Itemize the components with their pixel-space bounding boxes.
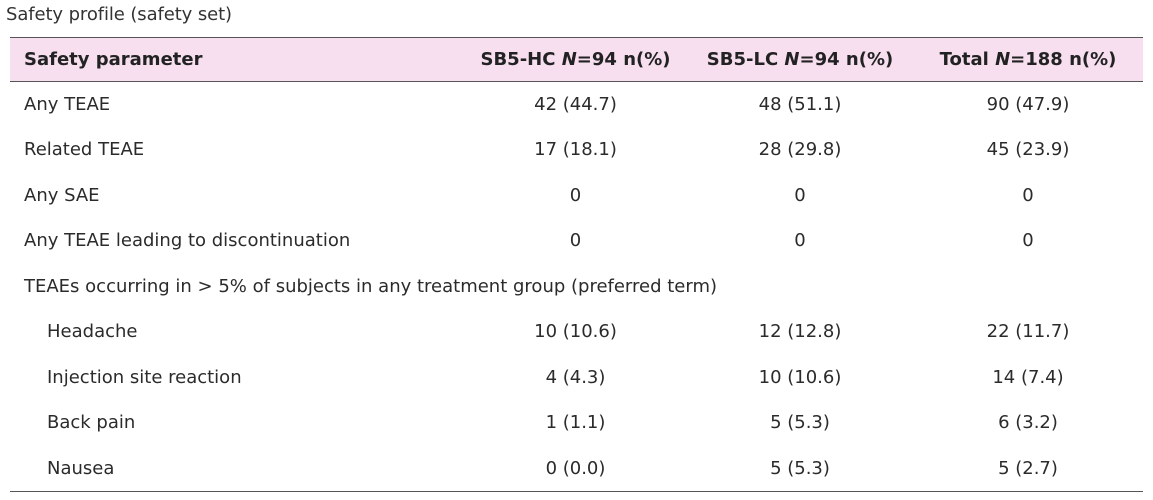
- header-sb5-lc-suffix: =94 n(%): [799, 49, 894, 70]
- cell-sb5-lc: 10 (10.6): [758, 366, 842, 388]
- header-row: Safety parameter SB5-HC N=94 n(%) SB5-LC…: [10, 37, 1143, 82]
- table-row: Any TEAE 42 (44.7) 48 (51.1) 90 (47.9): [10, 82, 1143, 128]
- cell-total: 0: [1022, 184, 1034, 206]
- header-sb5-lc-n: N: [784, 49, 800, 70]
- section-row: TEAEs occurring in > 5% of subjects in a…: [10, 264, 1143, 310]
- cell-sb5-lc: 0: [794, 184, 806, 206]
- header-sb5-hc-suffix: =94 n(%): [576, 49, 671, 70]
- table-row: Any TEAE leading to discontinuation 0 0 …: [10, 218, 1143, 264]
- cell-sb5-hc: 0: [569, 184, 582, 206]
- cell-sb5-lc: 0: [794, 230, 806, 252]
- header-total-n: N: [995, 49, 1011, 70]
- row-label: Related TEAE: [24, 139, 145, 161]
- header-sb5-hc: SB5-HC N=94 n(%): [464, 37, 687, 82]
- cell-sb5-lc: 5 (5.3): [687, 445, 913, 492]
- table-caption: Safety profile (safety set): [6, 4, 232, 25]
- header-safety-parameter: Safety parameter: [10, 37, 464, 82]
- row-label: Any TEAE: [24, 94, 111, 115]
- header-sb5-lc: SB5-LC N=94 n(%): [687, 37, 913, 82]
- header-sb5-hc-prefix: SB5-HC: [480, 49, 562, 70]
- cell-sb5-lc: 48 (51.1): [758, 94, 842, 115]
- cell-sb5-hc: 4 (4.3): [545, 366, 606, 388]
- table-header: Safety parameter SB5-HC N=94 n(%) SB5-LC…: [10, 37, 1143, 82]
- table-row: Related TEAE 17 (18.1) 28 (29.8) 45 (23.…: [10, 127, 1143, 173]
- cell-sb5-lc: 5 (5.3): [770, 412, 830, 434]
- table-row: Any SAE 0 0 0: [10, 173, 1143, 219]
- cell-total: 5 (2.7): [913, 445, 1143, 492]
- cell-sb5-hc: 42 (44.7): [534, 94, 617, 115]
- cell-sb5-hc: 0 (0.0): [464, 445, 687, 492]
- cell-sb5-hc: 10 (10.6): [534, 321, 617, 343]
- header-total-suffix: =188 n(%): [1010, 49, 1117, 70]
- row-label: Headache: [47, 321, 138, 343]
- cell-total: 6 (3.2): [998, 412, 1058, 434]
- cell-sb5-hc: 1 (1.1): [545, 412, 606, 434]
- header-total-prefix: Total: [939, 49, 996, 70]
- safety-table-container: Safety parameter SB5-HC N=94 n(%) SB5-LC…: [10, 37, 1143, 492]
- header-sb5-lc-prefix: SB5-LC: [706, 49, 785, 70]
- table-row: Back pain 1 (1.1) 5 (5.3) 6 (3.2): [10, 400, 1143, 446]
- header-total: Total N=188 n(%): [913, 37, 1143, 82]
- cell-total: 22 (11.7): [986, 321, 1070, 343]
- cell-total: 90 (47.9): [986, 94, 1070, 115]
- table-row: Headache 10 (10.6) 12 (12.8) 22 (11.7): [10, 309, 1143, 355]
- cell-sb5-hc: 0: [569, 230, 582, 252]
- table-row: Nausea 0 (0.0) 5 (5.3) 5 (2.7): [10, 445, 1143, 492]
- safety-table: Safety parameter SB5-HC N=94 n(%) SB5-LC…: [10, 37, 1143, 492]
- row-label: Nausea: [10, 445, 464, 492]
- table-row: Injection site reaction 4 (4.3) 10 (10.6…: [10, 355, 1143, 401]
- row-label: Injection site reaction: [47, 366, 242, 388]
- cell-sb5-lc: 12 (12.8): [758, 321, 842, 343]
- cell-total: 14 (7.4): [992, 366, 1064, 388]
- row-label: Any TEAE leading to discontinuation: [24, 230, 351, 252]
- section-label: TEAEs occurring in > 5% of subjects in a…: [24, 275, 718, 297]
- row-label: Any SAE: [24, 184, 100, 206]
- cell-sb5-lc: 28 (29.8): [758, 139, 842, 161]
- table-body: Any TEAE 42 (44.7) 48 (51.1) 90 (47.9) R…: [10, 82, 1143, 492]
- row-label: Back pain: [47, 412, 136, 434]
- cell-total: 0: [1022, 230, 1034, 252]
- cell-sb5-hc: 17 (18.1): [534, 139, 617, 161]
- header-sb5-hc-n: N: [561, 49, 577, 70]
- cell-total: 45 (23.9): [986, 139, 1070, 161]
